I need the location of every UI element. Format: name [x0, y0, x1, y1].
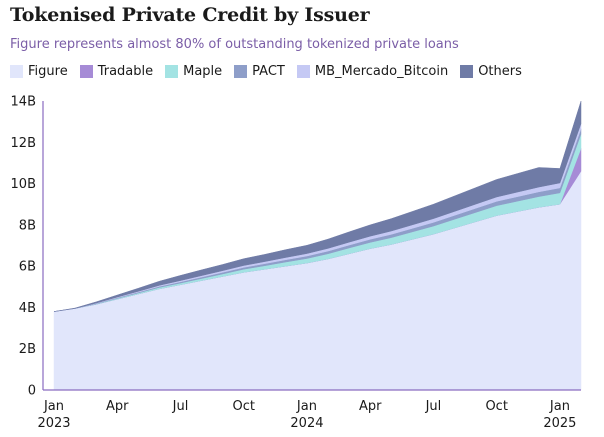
chart-title: Tokenised Private Credit by Issuer: [10, 4, 370, 26]
legend-item-maple: Maple: [165, 64, 222, 79]
legend-item-pact: PACT: [234, 64, 285, 79]
legend-label: Others: [478, 64, 522, 79]
x-tick-year-label: 2023: [37, 416, 70, 431]
x-tick-label: Apr: [106, 399, 129, 414]
y-axis: 0 2B 4B 6B 8B 10B 12B 14B: [11, 95, 44, 399]
legend-label: Maple: [183, 64, 223, 79]
y-tick-label: 0: [28, 384, 36, 399]
legend-swatch: [165, 65, 179, 78]
legend-swatch: [10, 65, 23, 78]
legend-item-tradable: Tradable: [79, 64, 154, 79]
series-areas: [53, 100, 582, 391]
legend-label: MB_Mercado_Bitcoin: [314, 64, 449, 79]
x-tick-year-label: 2025: [543, 416, 576, 431]
x-tick-label: Jan: [549, 399, 570, 414]
legend-label: Figure: [28, 64, 68, 79]
x-tick-label: Oct: [232, 399, 254, 414]
legend-item-mb-mercado-bitcoin: MB_Mercado_Bitcoin: [296, 64, 449, 79]
legend-swatch: [79, 65, 93, 78]
y-tick-label: 2B: [19, 342, 36, 357]
y-tick-label: 12B: [11, 136, 36, 151]
area-others: [53, 100, 582, 312]
chart-subtitle: Figure represents almost 80% of outstand…: [10, 37, 459, 52]
y-tick-label: 14B: [11, 95, 36, 110]
x-tick-label: Jul: [425, 399, 442, 414]
legend-swatch: [234, 65, 248, 78]
legend-swatch: [296, 65, 310, 78]
x-tick-label: Apr: [359, 399, 382, 414]
x-tick-label: Jul: [172, 399, 189, 414]
legend-label: PACT: [252, 64, 285, 79]
x-tick-label: Jan: [43, 399, 64, 414]
y-tick-label: 8B: [19, 218, 36, 233]
legend-swatch: [460, 65, 474, 78]
y-tick-label: 10B: [11, 177, 36, 192]
x-tick-year-label: 2024: [290, 416, 323, 431]
x-axis: Jan 2023 Apr Jul Oct Jan 2024 Apr Jul Oct Jan 2025: [37, 389, 581, 431]
legend-label: Tradable: [97, 64, 154, 79]
x-tick-label: Oct: [485, 399, 507, 414]
legend-item-others: Others: [460, 64, 522, 79]
y-tick-label: 4B: [19, 301, 36, 316]
chart-legend: Figure Tradable Maple PACT MB_Mercado_Bitcoi…: [10, 64, 534, 79]
x-tick-label: Jan: [296, 399, 317, 414]
legend-item-figure: Figure: [10, 64, 68, 79]
y-tick-label: 6B: [19, 260, 36, 275]
